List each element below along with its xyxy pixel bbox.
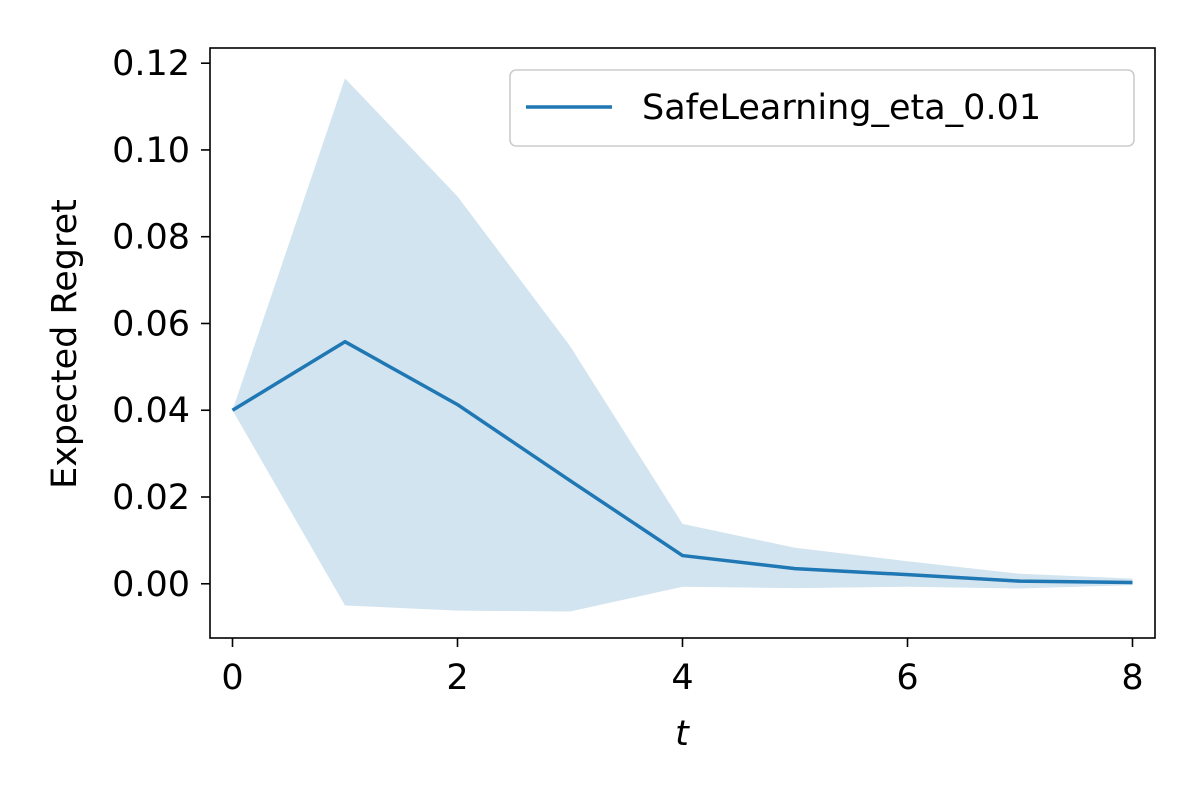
legend: SafeLearning_eta_0.01: [509, 69, 1135, 147]
confidence-band-0: [232, 78, 1133, 612]
x-tick-label: 6: [896, 658, 918, 698]
x-tick-label: 8: [1121, 658, 1143, 698]
y-tick-label: 0.02: [112, 478, 190, 518]
y-axis-label: Expected Regret: [45, 199, 85, 489]
x-tick-label: 2: [446, 658, 468, 698]
y-tick-label: 0.08: [112, 218, 190, 258]
x-tick-label: 4: [671, 658, 693, 698]
y-tick-label: 0.04: [112, 391, 190, 431]
y-tick-label: 0.10: [112, 131, 190, 171]
legend-frame: [509, 69, 1135, 147]
y-tick-label: 0.12: [112, 44, 190, 84]
legend-entry-label: SafeLearning_eta_0.01: [642, 88, 1041, 128]
x-axis-label: t: [675, 714, 690, 754]
x-tick-label: 0: [221, 658, 243, 698]
x-axis: 0 2 4 6 8: [221, 638, 1144, 698]
series-line-0: [231, 339, 1133, 585]
y-axis: 0.00 0.02 0.04 0.06 0.08 0.10 0.12: [112, 44, 210, 605]
series-line-layer: [231, 339, 1133, 585]
y-tick-label: 0.06: [112, 304, 190, 344]
y-tick-label: 0.00: [112, 565, 190, 605]
confidence-band-layer: [232, 78, 1133, 612]
